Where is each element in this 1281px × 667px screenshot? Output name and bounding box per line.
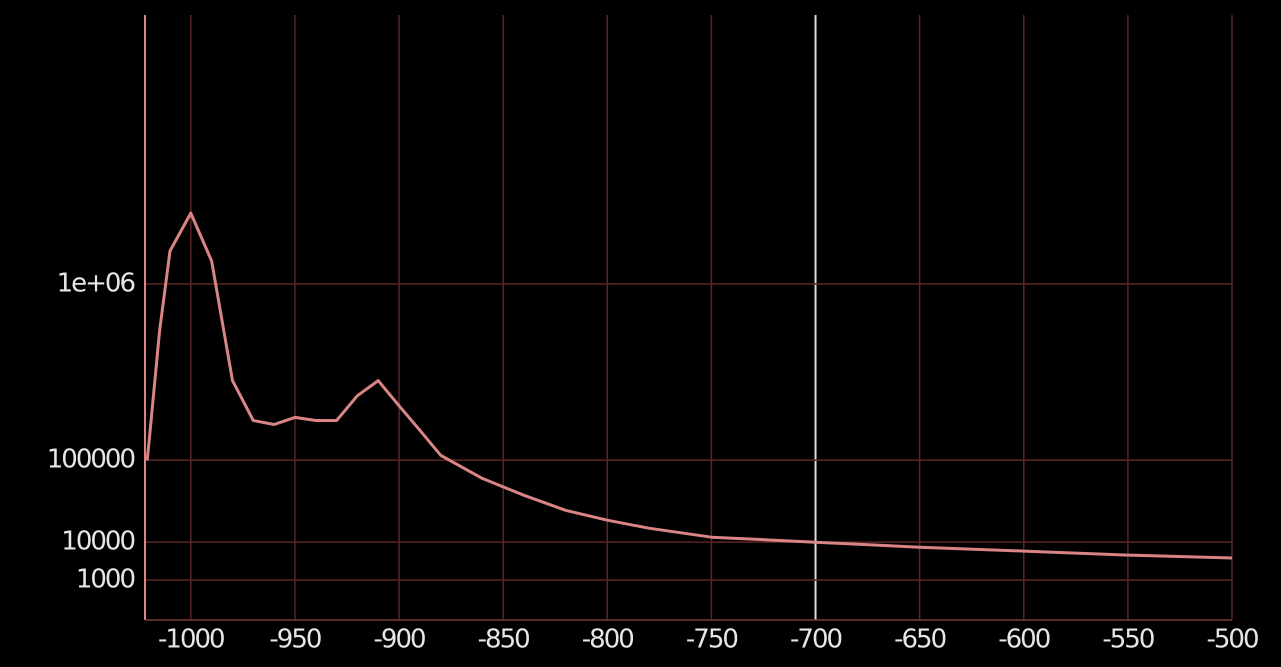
y-tick-label: 1e+06 <box>57 268 135 298</box>
data-line <box>145 211 1233 560</box>
x-tick-label: -850 <box>478 625 529 655</box>
x-tick-label: -750 <box>686 625 737 655</box>
x-tick-label: -700 <box>790 625 841 655</box>
x-tick-label: -500 <box>1206 625 1257 655</box>
y-tick-label: 1000 <box>76 565 135 595</box>
x-tick-label: -900 <box>374 625 425 655</box>
x-tick-label: -800 <box>582 625 633 655</box>
y-tick-label: 10000 <box>61 527 134 557</box>
x-tick-label: -1000 <box>158 625 224 655</box>
x-tick-label: -950 <box>269 625 320 655</box>
x-tick-label: -650 <box>894 625 945 655</box>
y-tick-label: 100000 <box>47 445 135 475</box>
x-tick-label: -550 <box>1102 625 1153 655</box>
x-tick-label: -600 <box>998 625 1049 655</box>
